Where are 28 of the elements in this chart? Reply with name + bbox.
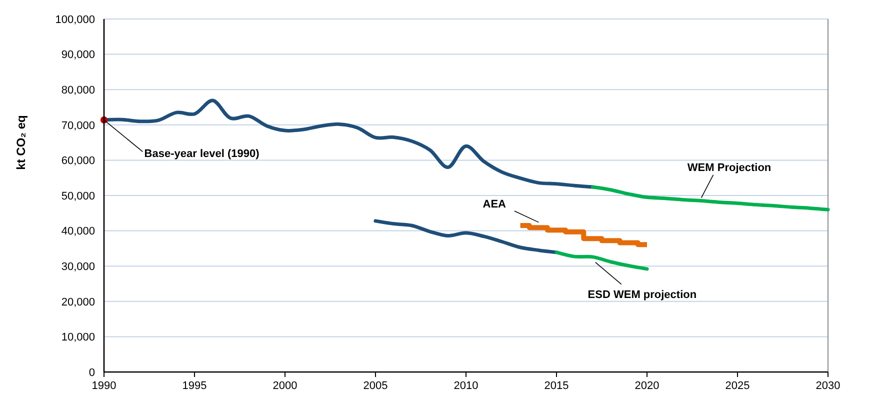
y-tick-label: 60,000 — [61, 155, 95, 168]
x-tick-label: 2030 — [816, 380, 840, 392]
text: ESD WEM projection — [588, 288, 697, 301]
x-tick-label: 2020 — [634, 380, 660, 392]
x-tick-label: 2025 — [725, 380, 750, 392]
x-tick-label: 1990 — [92, 380, 116, 392]
line-series — [590, 185, 830, 212]
text: WEM Projection — [687, 162, 772, 174]
y-axis-title: kt CO₂ eq — [14, 115, 28, 170]
annotation: Base-year level (1990) — [144, 148, 260, 160]
y-tick-label: 90,000 — [61, 49, 95, 62]
y-tick-label: 10,000 — [61, 332, 95, 344]
x-tick-label: 2015 — [544, 380, 569, 392]
line-series — [374, 219, 558, 254]
y-tick-label: 100,000 — [55, 14, 95, 26]
x-tick-label: 2000 — [272, 380, 298, 392]
y-tick-label: 0 — [88, 366, 95, 379]
y-tick-label: 50,000 — [61, 190, 95, 202]
y-tick-label: 80,000 — [61, 84, 95, 96]
x-tick-label: 2010 — [454, 380, 478, 392]
y-tick-label: 70,000 — [61, 120, 95, 132]
y-tick-label: 30,000 — [61, 260, 95, 273]
series-label: AEA — [482, 198, 506, 211]
x-tick-label: 2005 — [363, 380, 388, 392]
x-tick-label: 1995 — [182, 380, 207, 392]
y-tick-label: 40,000 — [61, 226, 95, 238]
line-series — [554, 250, 649, 271]
y-tick-label: 20,000 — [61, 296, 95, 308]
